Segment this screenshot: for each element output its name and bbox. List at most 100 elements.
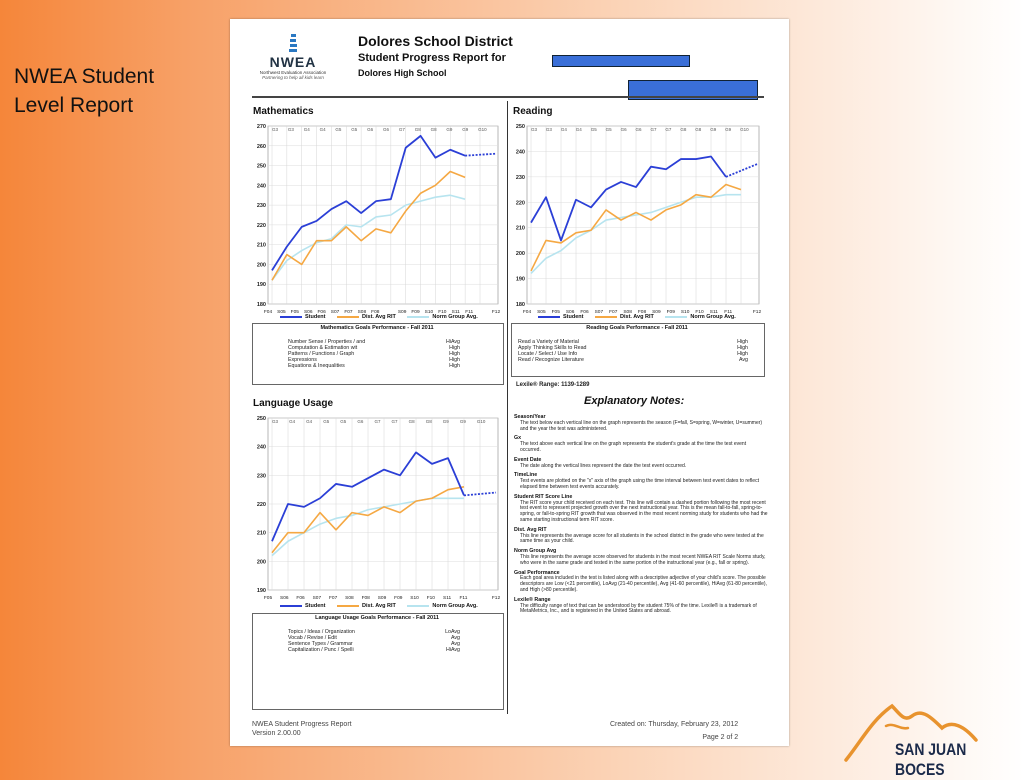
goal-row: Expressions High — [288, 357, 460, 363]
goal-name: Sentence Types / Grammar — [288, 641, 353, 647]
math-legend: Student Dist. Avg RIT Norm Group Avg. — [270, 314, 478, 320]
reading-chart: 180 190 200 210 220 230 240 250 G3 G3 G4 G4 G5 G5 G6 G6… — [516, 124, 762, 315]
goal-name: Apply Thinking Skills to Read — [518, 345, 587, 351]
season-label: F12 — [492, 595, 501, 601]
grade-label: G3 — [546, 127, 553, 132]
legend-district: Dist. Avg RIT — [362, 603, 396, 609]
season-label: F06 — [580, 309, 589, 315]
season-label: S06 — [280, 595, 289, 601]
district-name: Dolores School District — [358, 33, 513, 49]
goal-name: Expressions — [288, 357, 317, 363]
grade-label: G5 — [340, 419, 347, 424]
season-label: F10 — [695, 309, 704, 315]
reading-title: Reading — [513, 106, 553, 117]
note-text: This line represents the average score f… — [520, 532, 764, 545]
season-label: S08 — [623, 309, 632, 315]
nwea-logo: NWEA Northwest Evaluation Association Pa… — [254, 34, 332, 80]
season-label: S08 — [358, 309, 367, 315]
season-label: S10 — [425, 309, 434, 315]
language-goals-list: Topics / Ideas / Organization LoAvg Vocab … — [288, 629, 460, 653]
season-label: F05 — [291, 309, 300, 315]
note-text: The difficulty range of text that can be… — [520, 602, 757, 615]
goal-level: High — [449, 363, 460, 369]
grade-label: G8 — [409, 419, 416, 424]
y-tick-label: 200 — [516, 251, 525, 257]
note-item: Gx The text above each vertical line on t… — [514, 436, 768, 453]
goal-row: Topics / Ideas / Organization LoAvg — [288, 629, 460, 635]
grade-label: G5 — [591, 127, 598, 132]
footer-report-name: NWEA Student Progress Report — [252, 721, 352, 728]
note-heading: Gx — [514, 435, 522, 442]
student-projection-line — [465, 152, 497, 157]
legend-student-swatch — [280, 605, 302, 607]
y-tick-label: 230 — [516, 175, 525, 181]
footer-version: Version 2.00.00 — [252, 730, 301, 737]
boces-mountain-icon — [844, 703, 978, 762]
season-label: F09 — [411, 309, 420, 315]
y-tick-label: 200 — [257, 559, 266, 565]
grade-label: G9 — [725, 127, 732, 132]
note-heading: Season/Year — [514, 414, 546, 420]
legend-district: Dist. Avg RIT — [620, 314, 654, 320]
note-item: Student RIT Score Line The RIT score your… — [514, 494, 768, 524]
note-text: The text above each vertical line on the… — [520, 441, 747, 453]
note-item: Lexile® Range The difficulty range of tex… — [514, 597, 768, 615]
grade-label: G4 — [289, 419, 296, 424]
y-tick-label: 210 — [257, 243, 266, 249]
note-text: Test events are plotted on the "x" axis … — [520, 478, 759, 490]
goal-name: Patterns / Functions / Graph — [288, 351, 355, 357]
goal-row: Capitalization / Punc / Spelli HiAvg — [288, 647, 460, 653]
goal-level: High — [737, 345, 748, 351]
note-text: The RIT score your child received on eac… — [520, 499, 768, 523]
note-text: The date along the vertical lines repres… — [520, 462, 687, 469]
season-label: S09 — [652, 309, 661, 315]
legend-district-swatch — [337, 605, 360, 607]
goal-level: High — [449, 351, 460, 357]
goal-row: Locate / Select / Use Info High — [518, 351, 748, 357]
reading-legend: Student Dist. Avg RIT Norm Group Avg. — [528, 314, 736, 320]
district-series-line — [530, 183, 742, 272]
goal-name: Capitalization / Punc / Spelli — [288, 647, 354, 653]
grade-label: G9 — [443, 419, 450, 424]
goal-row: Apply Thinking Skills to Read High — [518, 345, 748, 351]
column-divider — [507, 101, 508, 714]
season-label: F09 — [394, 595, 403, 601]
season-label: S10 — [410, 595, 419, 601]
y-tick-label: 270 — [257, 124, 266, 130]
grade-label: G8 — [426, 419, 433, 424]
season-label: S11 — [452, 309, 461, 315]
note-item: Dist. Avg RIT This line represents the av… — [514, 526, 768, 545]
grade-label: G10 — [477, 419, 486, 424]
grade-label: G8 — [695, 127, 702, 132]
season-label: S11 — [710, 309, 719, 315]
y-tick-label: 230 — [257, 473, 266, 479]
math-title: Mathematics — [253, 106, 314, 117]
report-document: NWEA Northwest Evaluation Association Pa… — [230, 19, 789, 746]
y-tick-label: 240 — [516, 149, 525, 155]
season-label: F07 — [609, 309, 618, 315]
reading-goals-list: Read a Variety of Material High Apply Thin… — [518, 339, 748, 363]
y-tick-label: 180 — [257, 302, 266, 308]
grade-label: G8 — [431, 127, 438, 132]
grade-label: G7 — [399, 127, 406, 132]
season-label: S06 — [304, 309, 313, 315]
grade-label: G6 — [367, 127, 374, 132]
legend-district: Dist. Avg RIT — [362, 314, 396, 320]
legend-norm: Norm Group Avg. — [432, 314, 478, 320]
y-tick-label: 220 — [257, 502, 266, 508]
legend-norm-swatch — [407, 605, 430, 607]
goal-row: Read / Recognize Literature Avg — [518, 357, 748, 363]
redacted-student-id — [628, 80, 758, 100]
footer-right: Created on: Thursday, February 23, 2012 … — [610, 720, 738, 742]
legend-norm: Norm Group Avg. — [690, 314, 736, 320]
note-text: This line represents the average score o… — [520, 553, 766, 566]
goal-level: Avg — [450, 635, 460, 641]
season-label: F09 — [667, 309, 676, 315]
note-heading: Dist. Avg RIT — [514, 526, 547, 533]
logo-word: NWEA — [269, 54, 317, 70]
redacted-student-name — [552, 55, 690, 67]
season-label: F05 — [552, 309, 561, 315]
header-divider — [252, 96, 764, 98]
legend-norm-swatch — [407, 316, 430, 318]
explanatory-title: Explanatory Notes: — [584, 395, 685, 407]
